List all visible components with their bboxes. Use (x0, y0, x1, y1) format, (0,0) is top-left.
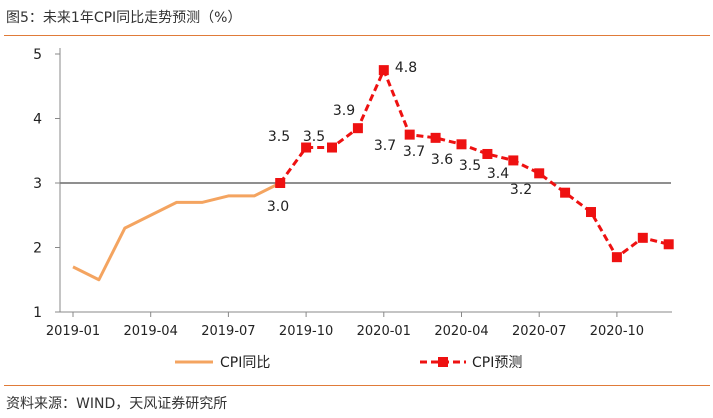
forecast-point-marker (456, 139, 467, 150)
data-label: 3.5 (303, 129, 325, 145)
source-note: 资料来源：WIND，天风证券研究所 (6, 396, 228, 412)
forecast-point-marker (482, 148, 493, 159)
data-label: 3.0 (267, 199, 289, 215)
x-tick-label: 2020-04 (434, 324, 488, 339)
forecast-point-marker (586, 207, 596, 218)
forecast-point-marker (378, 65, 389, 76)
x-tick-label: 2020-07 (512, 324, 566, 339)
x-tick-label: 2020-10 (590, 324, 644, 339)
cpi-chart: 1 2 3 4 5 2019-01 2019-04 2019-07 2019-10 2020-01… (33, 47, 674, 371)
x-tick-label: 2020-01 (357, 324, 411, 339)
legend-marker-cpi-forecast (438, 357, 448, 367)
legend-label-cpi-forecast: CPI预测 (472, 355, 522, 371)
data-label: 4.8 (395, 60, 417, 76)
forecast-point-marker (301, 142, 312, 153)
data-label: 3.7 (403, 144, 425, 160)
x-tick-label: 2019-04 (124, 324, 178, 339)
bottom-divider (4, 385, 710, 386)
forecast-point-marker (404, 129, 415, 140)
top-divider (4, 35, 710, 36)
y-tick-label: 1 (33, 305, 42, 321)
x-tick-label: 2019-10 (279, 324, 333, 339)
y-tick-label: 5 (33, 47, 42, 63)
forecast-point-marker (611, 252, 622, 263)
data-label: 3.5 (459, 158, 481, 174)
y-tick-label: 4 (33, 112, 42, 128)
data-label: 3.4 (487, 166, 509, 182)
series-line-cpi-forecast (278, 66, 670, 260)
data-label: 3.2 (510, 182, 532, 198)
forecast-point-marker (560, 187, 571, 198)
y-tick-label: 3 (33, 176, 42, 192)
forecast-point-marker (275, 178, 286, 188)
forecast-point-marker (352, 123, 363, 134)
figure-title: 图5：未来1年CPI同比走势预测（%） (6, 10, 242, 26)
x-tick-label: 2019-07 (201, 324, 255, 339)
forecast-point-marker (637, 232, 648, 243)
forecast-point-marker (508, 155, 519, 166)
forecast-point-marker (534, 168, 545, 179)
data-label: 3.5 (268, 129, 290, 145)
legend-label-cpi-actual: CPI同比 (220, 355, 270, 371)
forecast-point-marker (430, 132, 441, 143)
data-label: 3.6 (431, 152, 453, 168)
x-tick-label: 2019-01 (46, 324, 100, 339)
series-line-cpi-actual (72, 181, 281, 282)
data-label: 3.7 (374, 138, 396, 154)
y-tick-label: 2 (33, 241, 42, 257)
data-label: 3.9 (333, 103, 355, 119)
forecast-point-marker (327, 142, 337, 153)
forecast-point-marker (663, 239, 674, 250)
